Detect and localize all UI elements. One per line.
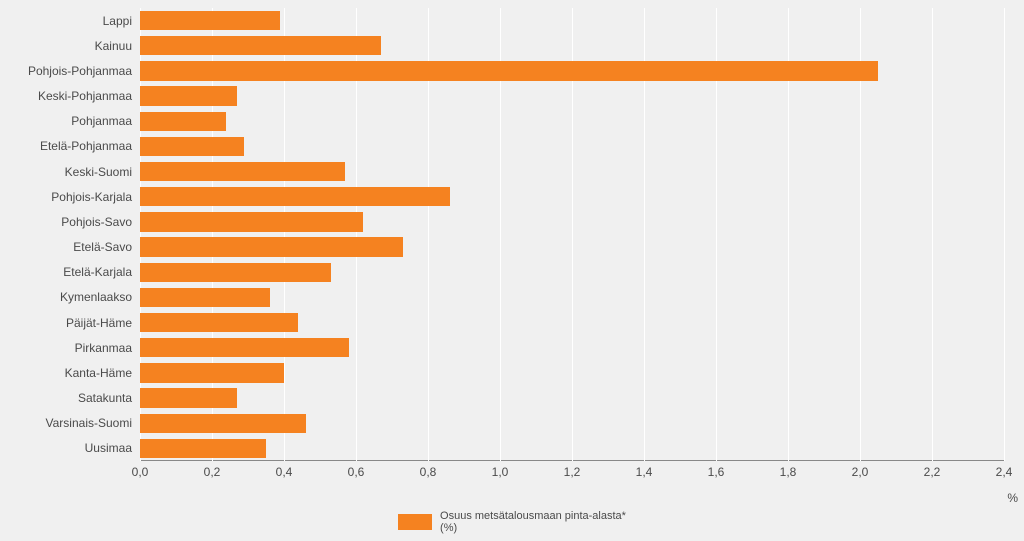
- x-tick-label: 0,8: [420, 465, 437, 479]
- grid-line: [1004, 8, 1005, 461]
- category-label: Pohjanmaa: [71, 114, 140, 128]
- bar-row: Lappi: [140, 8, 1004, 33]
- category-label: Keski-Pohjanmaa: [38, 89, 140, 103]
- plot-area: LappiKainuuPohjois-PohjanmaaKeski-Pohjan…: [140, 8, 1004, 461]
- legend-swatch: [398, 514, 432, 530]
- x-tick-label: 2,0: [852, 465, 869, 479]
- bar: [140, 162, 345, 181]
- bar: [140, 288, 270, 307]
- category-label: Keski-Suomi: [65, 165, 140, 179]
- x-tick-label: 1,4: [636, 465, 653, 479]
- bar-row: Kanta-Häme: [140, 360, 1004, 385]
- bar-row: Keski-Pohjanmaa: [140, 83, 1004, 108]
- x-tick-label: 1,0: [492, 465, 509, 479]
- bar: [140, 112, 226, 131]
- bar-row: Etelä-Savo: [140, 235, 1004, 260]
- category-label: Pohjois-Karjala: [51, 190, 140, 204]
- x-tick-label: 2,4: [996, 465, 1013, 479]
- bar: [140, 388, 237, 407]
- legend-label: Osuus metsätalousmaan pinta-alasta* (%): [440, 510, 626, 534]
- category-label: Pirkanmaa: [75, 341, 140, 355]
- bar: [140, 338, 349, 357]
- bar-row: Uusimaa: [140, 436, 1004, 461]
- x-tick-label: 0,0: [132, 465, 149, 479]
- chart-container: LappiKainuuPohjois-PohjanmaaKeski-Pohjan…: [0, 0, 1024, 541]
- category-label: Pohjois-Pohjanmaa: [28, 64, 140, 78]
- x-tick-label: 1,2: [564, 465, 581, 479]
- bar: [140, 187, 450, 206]
- category-label: Kainuu: [95, 39, 140, 53]
- category-label: Etelä-Savo: [73, 240, 140, 254]
- bar: [140, 439, 266, 458]
- bar: [140, 263, 331, 282]
- bar: [140, 237, 403, 256]
- bar: [140, 414, 306, 433]
- category-label: Etelä-Karjala: [63, 265, 140, 279]
- bar-row: Varsinais-Suomi: [140, 411, 1004, 436]
- legend-label-line1: Osuus metsätalousmaan pinta-alasta*: [440, 510, 626, 522]
- x-tick-label: 1,6: [708, 465, 725, 479]
- x-tick-label: 0,4: [276, 465, 293, 479]
- bar: [140, 86, 237, 105]
- x-tick-labels: 0,00,20,40,60,81,01,21,41,61,82,02,22,4: [140, 465, 1004, 483]
- x-axis-title: %: [1007, 491, 1018, 505]
- category-label: Satakunta: [78, 391, 140, 405]
- category-label: Lappi: [103, 14, 140, 28]
- bar-row: Etelä-Karjala: [140, 260, 1004, 285]
- bar: [140, 11, 280, 30]
- bar: [140, 212, 363, 231]
- x-tick-label: 1,8: [780, 465, 797, 479]
- legend-label-line2: (%): [440, 522, 457, 534]
- legend: Osuus metsätalousmaan pinta-alasta* (%): [0, 507, 1024, 537]
- bar-row: Keski-Suomi: [140, 159, 1004, 184]
- category-label: Pohjois-Savo: [61, 215, 140, 229]
- bar: [140, 137, 244, 156]
- category-label: Uusimaa: [85, 441, 140, 455]
- category-label: Kymenlaakso: [60, 290, 140, 304]
- bar-row: Pohjois-Karjala: [140, 184, 1004, 209]
- bar: [140, 61, 878, 80]
- bar-row: Satakunta: [140, 386, 1004, 411]
- bar-row: Pohjois-Savo: [140, 209, 1004, 234]
- bar-row: Kymenlaakso: [140, 285, 1004, 310]
- category-label: Varsinais-Suomi: [46, 416, 140, 430]
- bar: [140, 363, 284, 382]
- category-label: Päijät-Häme: [66, 316, 140, 330]
- category-label: Kanta-Häme: [65, 366, 140, 380]
- bar-row: Päijät-Häme: [140, 310, 1004, 335]
- bar: [140, 36, 381, 55]
- bar-row: Etelä-Pohjanmaa: [140, 134, 1004, 159]
- category-label: Etelä-Pohjanmaa: [40, 139, 140, 153]
- x-tick-label: 0,2: [204, 465, 221, 479]
- bar-row: Kainuu: [140, 33, 1004, 58]
- bar: [140, 313, 298, 332]
- bar-row: Pohjois-Pohjanmaa: [140, 58, 1004, 83]
- bar-row: Pirkanmaa: [140, 335, 1004, 360]
- bar-row: Pohjanmaa: [140, 109, 1004, 134]
- x-tick-label: 2,2: [924, 465, 941, 479]
- x-tick-label: 0,6: [348, 465, 365, 479]
